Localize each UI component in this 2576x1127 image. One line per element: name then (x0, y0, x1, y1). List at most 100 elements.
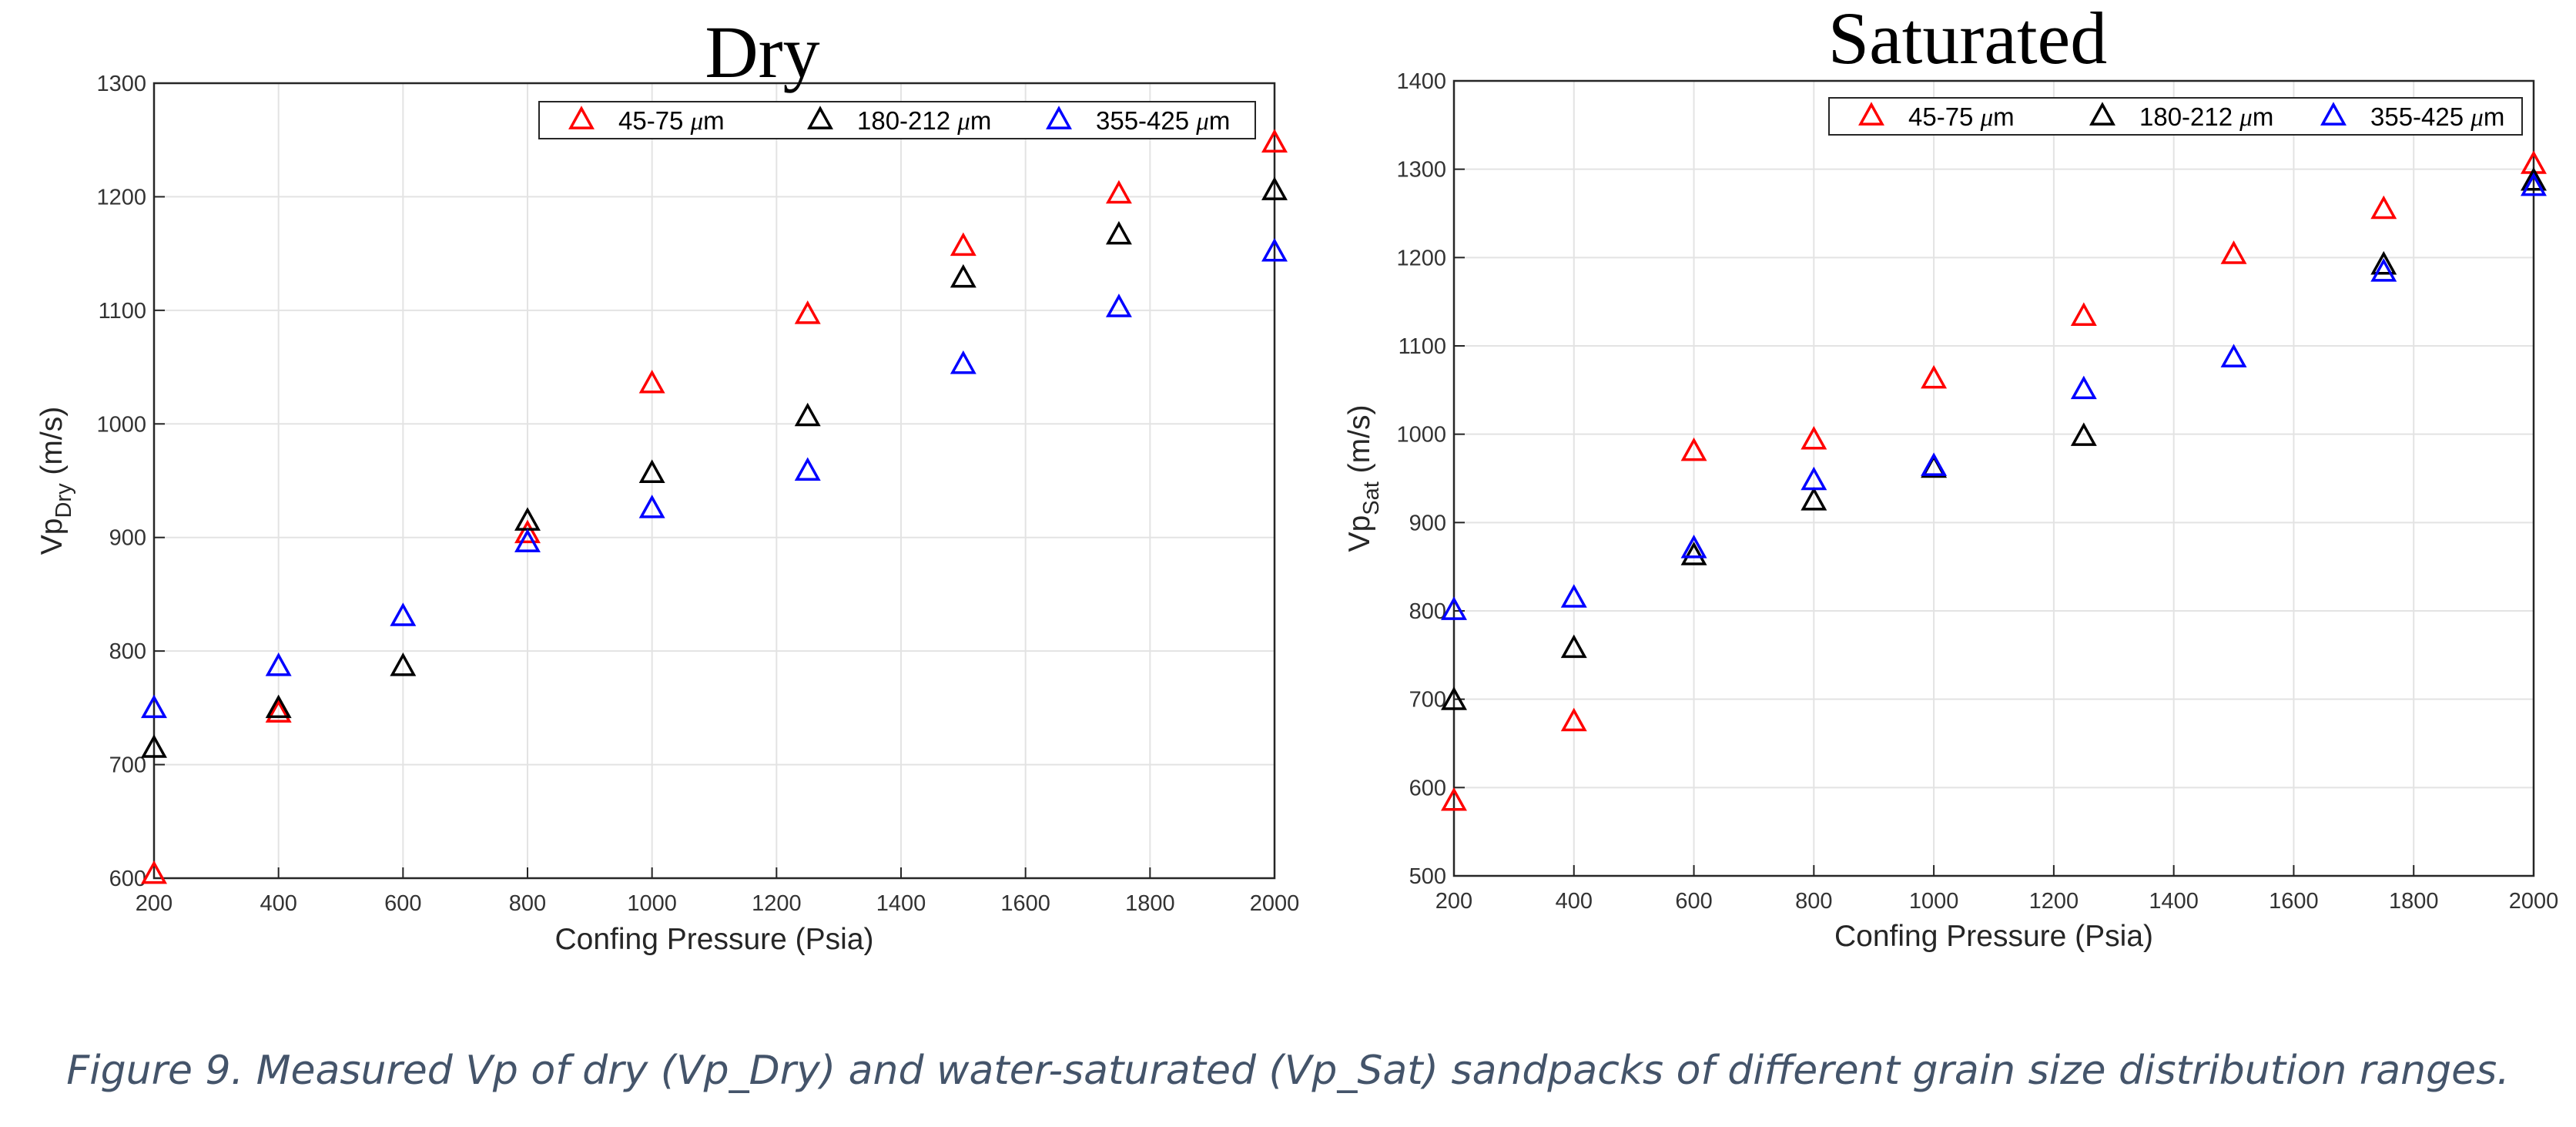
x-tick-label: 800 (509, 891, 546, 916)
data-point (265, 652, 292, 676)
data-point (1261, 237, 1288, 262)
data-point (1441, 686, 1467, 710)
legend-marker (568, 106, 595, 129)
chart-dry: 200 400 600 800 1000 1200 1400 1600 1800 2000 600 7… (35, 11, 1299, 956)
x-axis-label: Confing Pressure (Psia) (1834, 920, 2153, 953)
legend-marker (1046, 106, 1072, 129)
y-tick-label: 1300 (96, 72, 146, 96)
data-point (1680, 437, 1707, 461)
data-point (1441, 596, 1467, 620)
data-point (2521, 172, 2547, 196)
data-point (390, 602, 417, 626)
data-point (2370, 258, 2397, 282)
data-point (514, 528, 541, 552)
data-point (141, 860, 167, 884)
y-tick-label: 1100 (1399, 334, 1446, 359)
x-tick-label: 1800 (2389, 889, 2439, 914)
data-point (2070, 375, 2097, 400)
axes-box (152, 82, 1276, 880)
y-tick-label: 700 (1409, 688, 1446, 713)
legend-label: 45-75 μm (1908, 102, 2015, 132)
data-point (1441, 787, 1467, 811)
legend-marker (2089, 102, 2115, 126)
x-tick-label: 200 (1435, 889, 1472, 914)
data-point (265, 694, 292, 719)
x-tick-label: 400 (1556, 889, 1593, 914)
legend-label: 355-425 μm (1096, 106, 1230, 136)
y-tick-label: 1200 (96, 185, 146, 210)
data-point (141, 694, 167, 719)
series-45-75 (141, 129, 1288, 884)
chart-sat: 200 400 600 800 1000 1200 1400 1600 1800 2000 500 6… (1343, 0, 2558, 953)
legend-label: 180-212 μm (857, 106, 991, 136)
x-tick-label: 2000 (1250, 891, 1300, 916)
x-tick-label: 600 (1675, 889, 1712, 914)
y-tick-label: 800 (109, 639, 146, 664)
data-point (2220, 240, 2247, 264)
x-tick-label: 1600 (1000, 891, 1050, 916)
legend-label: 45-75 μm (618, 106, 725, 136)
data-point (1801, 425, 1827, 450)
y-tick-label: 500 (1409, 864, 1446, 889)
data-point (1261, 176, 1288, 200)
x-tick-label: 1200 (752, 891, 802, 916)
x-tick-label: 800 (1795, 889, 1832, 914)
series-45-75 (1441, 150, 2547, 811)
data-point (1105, 179, 1132, 204)
data-point (1560, 634, 1587, 659)
y-tick-label: 800 (1409, 599, 1446, 624)
y-tick-label: 1300 (1396, 158, 1446, 183)
data-point (1560, 707, 1587, 732)
y-tick-label: 1000 (96, 412, 146, 437)
data-point (794, 402, 821, 427)
legend: 45-75 μm 180-212 μm 355-425 μm (538, 101, 1256, 139)
data-point (141, 734, 167, 758)
x-axis-label: Confing Pressure (Psia) (555, 923, 874, 956)
x-tick-label: 1400 (876, 891, 926, 916)
chart-title: Dry (705, 11, 819, 93)
data-point (2070, 302, 2097, 326)
data-point (794, 300, 821, 324)
data-point (1105, 220, 1132, 245)
data-point (390, 652, 417, 676)
series-180-212 (141, 176, 1288, 758)
figure-caption: Figure 9. Measured Vp of dry (Vp_Dry) an… (66, 1048, 2510, 1094)
y-tick-label: 1100 (99, 299, 146, 324)
data-point (2370, 195, 2397, 220)
data-point (2220, 344, 2247, 367)
data-point (950, 263, 976, 288)
plot-area (154, 83, 1275, 878)
x-tick-label: 400 (260, 891, 296, 916)
data-point (1801, 466, 1827, 491)
y-tick-label: 1000 (1396, 423, 1446, 448)
x-tick-label: 600 (384, 891, 421, 916)
y-axis-label: VpDry (m/s) (35, 407, 76, 555)
data-point (1680, 535, 1707, 558)
data-point (265, 699, 292, 723)
axes-box (1452, 79, 2535, 877)
data-point (638, 495, 665, 518)
y-tick-label: 600 (109, 867, 146, 891)
data-point (794, 457, 821, 481)
x-tick-label: 1000 (1909, 889, 1959, 914)
data-point (1105, 293, 1132, 317)
y-tick-label: 600 (1409, 776, 1446, 800)
data-point (1801, 487, 1827, 511)
data-point (2521, 166, 2547, 191)
y-tick-label: 700 (109, 753, 146, 778)
y-tick-label: 900 (109, 526, 146, 551)
x-tick-label: 1800 (1125, 891, 1175, 916)
x-tick-label: 1000 (627, 891, 677, 916)
series-355-425 (141, 237, 1288, 719)
series-355-425 (1441, 172, 2547, 620)
data-point (1680, 542, 1707, 565)
y-tick-label: 1200 (1396, 246, 1446, 270)
data-point (638, 369, 665, 394)
data-point (950, 350, 976, 374)
legend-box (538, 101, 1256, 139)
legend-label: 355-425 μm (2370, 102, 2504, 132)
legend-marker (2320, 102, 2347, 126)
data-point (1261, 129, 1288, 153)
data-point (1921, 452, 1948, 476)
